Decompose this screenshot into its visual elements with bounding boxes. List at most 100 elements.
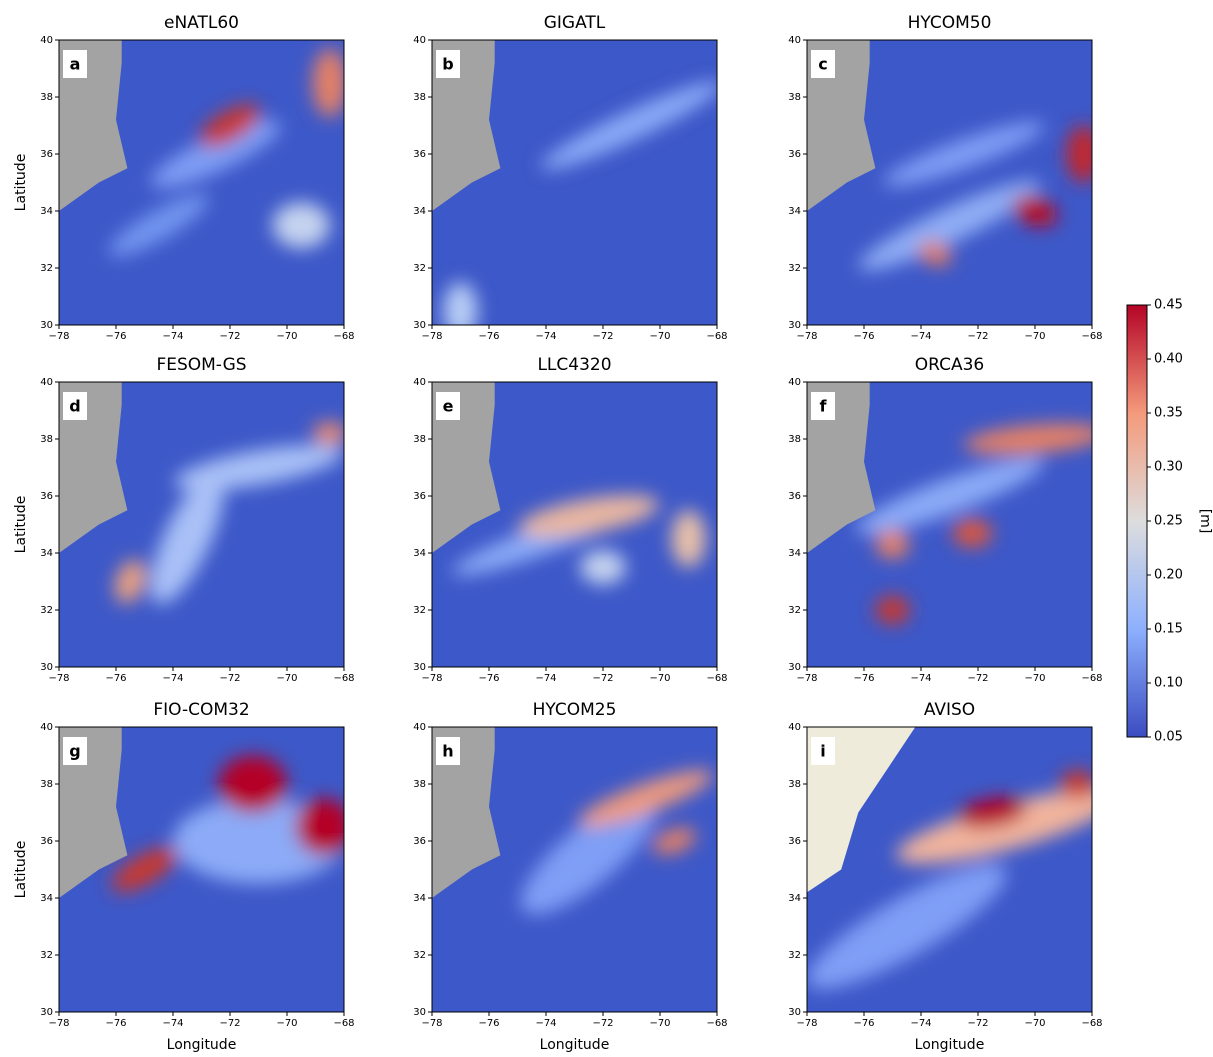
features (855, 423, 1092, 625)
x-tick-label: −68 (333, 331, 354, 342)
x-tick-label: −72 (967, 673, 988, 684)
y-tick-label: 36 (413, 149, 426, 160)
y-tick-label: 34 (788, 893, 801, 904)
colorbar: 0.05 0.10 0.15 0.20 0.25 0.30 0.35 0.40 0.45 [m] (1126, 298, 1213, 745)
y-tick-label: 40 (40, 722, 53, 733)
x-tick-label: −74 (162, 673, 183, 684)
feature (671, 510, 706, 568)
axes-frame (806, 726, 1093, 1013)
y-tick-label: 32 (413, 263, 426, 274)
axes-frame (431, 39, 718, 326)
y-tick-label: 30 (788, 320, 801, 331)
map-body (807, 382, 1092, 667)
feature (272, 202, 330, 249)
feature (964, 423, 1092, 455)
map-panel: −78 −76 −74 −72 −70 −68 30 32 34 36 38 40 FIO-COM32 g… (13, 700, 355, 1053)
land (432, 727, 501, 898)
feature (896, 789, 1092, 864)
x-tick-label: −72 (219, 331, 240, 342)
y-tick-label: 32 (788, 263, 801, 274)
feature (520, 796, 657, 915)
x-tick-label: −74 (910, 673, 931, 684)
feature (1066, 125, 1092, 183)
map-body (432, 382, 717, 667)
axes-frame (58, 381, 345, 668)
y-tick-label: 36 (788, 149, 801, 160)
feature (443, 282, 478, 325)
panel-label: g (69, 742, 80, 761)
y-tick-label: 36 (788, 491, 801, 502)
x-tick-label: −74 (535, 673, 556, 684)
y-tick-label: 40 (413, 722, 426, 733)
x-tick-label: −78 (421, 673, 442, 684)
feature (199, 104, 261, 147)
x-tick-label: −70 (1024, 331, 1045, 342)
y-tick-label: 32 (413, 950, 426, 961)
x-tick-label: −70 (276, 673, 297, 684)
y-tick-label: 38 (788, 779, 801, 790)
y-axis-label: Latitude (13, 496, 29, 554)
y-tick-label: 36 (413, 491, 426, 502)
x-tick-label: −72 (592, 331, 613, 342)
colorbar-tick-label: 0.05 (1154, 730, 1183, 745)
map-panel: −78 −76 −74 −72 −70 −68 30 32 34 36 38 40 FESOM-GS d L… (13, 355, 355, 684)
y-tick-label: 36 (40, 491, 53, 502)
feature (952, 518, 993, 548)
feature (518, 495, 659, 537)
y-tick-label: 38 (40, 779, 53, 790)
x-axis-label: Longitude (915, 1037, 985, 1053)
map-body (59, 40, 344, 325)
x-tick-label: −78 (48, 331, 69, 342)
colorbar-tick-label: 0.15 (1154, 622, 1183, 637)
feature (114, 559, 146, 604)
colorbar-tick-label: 0.40 (1154, 352, 1183, 367)
panel-label-box (63, 392, 87, 420)
x-tick-label: −68 (333, 1018, 354, 1029)
feature (108, 194, 209, 257)
features (443, 81, 717, 325)
axes-frame (806, 39, 1093, 326)
x-tick-label: −68 (1081, 331, 1102, 342)
x-tick-label: −78 (796, 1018, 817, 1029)
x-tick-label: −74 (162, 1018, 183, 1029)
x-tick-label: −76 (478, 1018, 499, 1029)
x-tick-label: −76 (105, 331, 126, 342)
y-tick-label: 36 (40, 836, 53, 847)
panel-label: c (818, 55, 827, 74)
y-tick-label: 36 (788, 836, 801, 847)
x-tick-label: −70 (276, 331, 297, 342)
map-body (807, 727, 1092, 1012)
panel-label: e (443, 397, 454, 416)
y-tick-label: 30 (40, 1007, 53, 1018)
y-tick-label: 34 (40, 206, 53, 217)
panel-title: HYCOM50 (908, 13, 992, 33)
colorbar-tick-label: 0.20 (1154, 568, 1183, 583)
x-tick-label: −78 (421, 331, 442, 342)
y-tick-label: 32 (40, 950, 53, 961)
y-tick-label: 34 (788, 206, 801, 217)
y-tick-label: 36 (413, 836, 426, 847)
y-tick-label: 30 (413, 662, 426, 673)
x-axis-label: Longitude (167, 1037, 237, 1053)
panel-title: FIO-COM32 (153, 700, 249, 720)
axes-frame (58, 726, 345, 1013)
feature (312, 48, 344, 117)
x-tick-label: −78 (796, 331, 817, 342)
y-tick-label: 32 (40, 605, 53, 616)
y-axis-label: Latitude (13, 841, 29, 899)
y-tick-label: 38 (413, 434, 426, 445)
axes-frame (431, 381, 718, 668)
y-tick-label: 32 (413, 605, 426, 616)
y-tick-label: 30 (788, 662, 801, 673)
map-panel: −78 −76 −74 −72 −70 −68 30 32 34 36 38 40 AVISO i Long… (788, 700, 1102, 1053)
y-tick-label: 34 (40, 548, 53, 559)
feature (312, 421, 344, 445)
colorbar-tick-label: 0.30 (1154, 460, 1183, 475)
y-tick-label: 38 (788, 92, 801, 103)
map-body (432, 40, 717, 325)
panel-label-box (63, 50, 87, 78)
y-tick-label: 30 (40, 662, 53, 673)
y-tick-label: 40 (788, 377, 801, 388)
panel-label: f (820, 397, 828, 416)
